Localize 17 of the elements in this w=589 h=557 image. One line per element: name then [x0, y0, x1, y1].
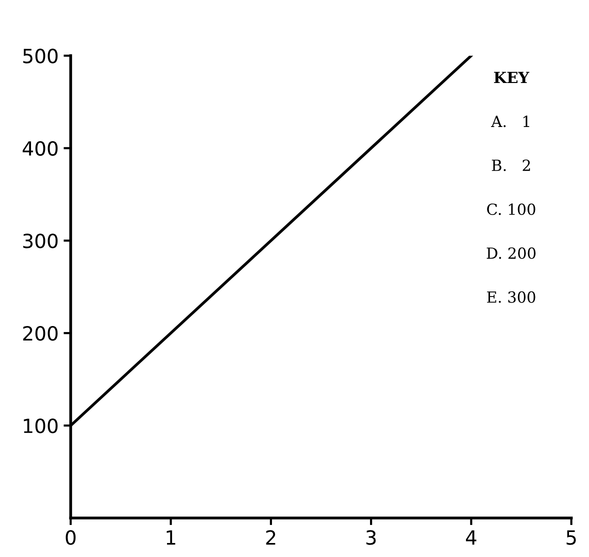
x-tick-label: 3: [366, 530, 376, 545]
annotation: E. 300: [487, 291, 536, 303]
annotation: B. 2: [492, 160, 530, 172]
x-tick-label: 4: [466, 530, 476, 545]
y-tick-label: 500: [23, 48, 58, 64]
y-tick-label: 400: [22, 141, 58, 156]
y-tick-label: 200: [23, 326, 58, 341]
y-tick-label: 100: [24, 418, 58, 434]
annotation: D. 200: [486, 247, 536, 259]
x-tick-label: 2: [266, 530, 276, 545]
x-tick-label: 1: [166, 530, 176, 545]
annotation: KEY: [494, 72, 530, 84]
annotation: A. 1: [491, 116, 530, 128]
annotation: C. 100: [487, 203, 536, 216]
y-tick-label: 300: [23, 234, 58, 248]
x-tick-label: 5: [566, 530, 576, 545]
x-tick-label: 0: [66, 530, 76, 545]
